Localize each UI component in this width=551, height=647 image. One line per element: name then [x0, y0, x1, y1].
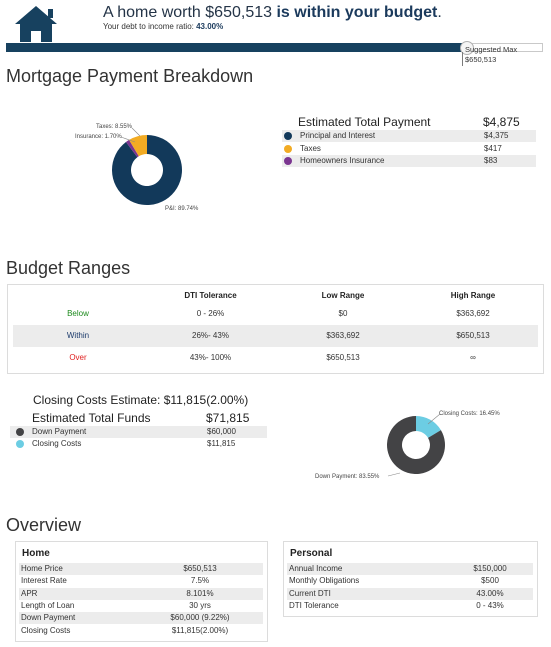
estimated-total-funds-value: $71,815 [206, 411, 250, 425]
personal-overview-title: Personal [290, 548, 333, 559]
pie-slice-pi [112, 135, 182, 205]
payment-legend-row: Taxes $417 [282, 143, 536, 155]
pie-slice-down-payment [387, 416, 445, 474]
pie-slice-insurance [125, 139, 139, 158]
insurance-swatch [284, 157, 292, 165]
overview-value: 8.101% [186, 588, 214, 598]
list-item: DTI Tolerance 0 - 43% [287, 600, 533, 612]
list-item: APR 8.101% [19, 587, 263, 600]
donut-label-taxes: Taxes: 8.55% [96, 124, 133, 130]
overview-value: 43.00% [476, 588, 504, 598]
pie-slice-closing-costs [416, 416, 441, 438]
budget-headline-emphasis: is within your budget [276, 4, 438, 21]
estimated-total-payment-value: $4,875 [483, 115, 520, 129]
funds-donut-leader-lines [387, 413, 441, 477]
payment-legend-row: Homeowners Insurance $83 [282, 155, 536, 167]
range-label-within: Within [66, 331, 90, 340]
suggested-max-label: Suggested Max $650,513 [465, 45, 518, 64]
budget-ranges-table [7, 284, 544, 374]
list-item: Down Payment $60,000 (9.22%) [19, 612, 263, 625]
range-label-below: Below [67, 309, 89, 318]
budget-slider-fill [6, 43, 466, 52]
overview-value: 0 - 43% [476, 600, 504, 610]
budget-headline: A home worth $650,513 is within your bud… [103, 4, 442, 21]
overview-value: $500 [481, 576, 499, 586]
principal-interest-swatch [284, 132, 292, 140]
donut-label-pi: P&I: 89.74% [165, 206, 199, 212]
table-row: Within 26%- 43% $363,692 $650,513 [13, 325, 538, 347]
funds-donut-chart [387, 416, 445, 474]
donut-label-down-payment: Down Payment: 83.55% [315, 474, 380, 480]
taxes-swatch [284, 145, 292, 153]
down-payment-swatch [16, 428, 24, 436]
overview-value: 7.5% [190, 576, 210, 586]
funds-legend-row: Closing Costs $11,815 [10, 438, 267, 450]
overview-value: $60,000 (9.22%) [170, 613, 230, 623]
list-item: Interest Rate 7.5% [19, 575, 263, 587]
list-item: Monthly Obligations $500 [287, 575, 533, 587]
list-item: Annual Income $150,000 [287, 563, 533, 575]
column-low-range: Low Range [321, 291, 365, 300]
list-item: Current DTI 43.00% [287, 587, 533, 600]
column-dti-tolerance: DTI Tolerance [184, 291, 237, 300]
column-high-range: High Range [450, 291, 496, 300]
overview-key: Home Price [21, 564, 63, 573]
overview-key: Length of Loan [21, 600, 75, 610]
table-row: Over 43%- 100% $650,513 ∞ [13, 347, 538, 369]
payment-donut-leader-lines [120, 127, 141, 143]
budget-slider-handle[interactable] [460, 41, 474, 55]
suggested-max-marker [462, 52, 463, 66]
dti-ratio-value: 43.00% [196, 22, 224, 31]
overview-key: Current DTI [289, 588, 331, 598]
mortgage-breakdown-title: Mortgage Payment Breakdown [6, 66, 254, 86]
donut-label-closing-costs: Closing Costs: 16.45% [439, 411, 500, 417]
budget-ranges-title: Budget Ranges [6, 258, 131, 278]
overview-key: APR [21, 588, 38, 598]
home-overview-title: Home [22, 548, 50, 559]
list-item: Home Price $650,513 [19, 563, 263, 575]
donut-label-insurance: Insurance: 1.70% [75, 134, 122, 140]
personal-overview-card [283, 541, 538, 617]
closing-costs-swatch [16, 440, 24, 448]
overview-key: Down Payment [21, 613, 76, 623]
dti-ratio-text: Your debt to income ratio: 43.00% [103, 22, 224, 31]
list-item: Closing Costs $11,815(2.00%) [19, 625, 263, 637]
overview-key: Interest Rate [21, 576, 67, 586]
list-item: Length of Loan 30 yrs [19, 600, 263, 612]
overview-value: $11,815(2.00%) [171, 625, 229, 635]
table-row: Below 0 - 26% $0 $363,692 [13, 303, 538, 325]
overview-key: Annual Income [289, 564, 343, 573]
suggested-max-value: $650,513 [465, 55, 497, 64]
estimated-total-funds-label: Estimated Total Funds [32, 411, 151, 425]
overview-key: Closing Costs [21, 625, 71, 635]
payment-legend-row: Principal and Interest $4,375 [282, 130, 536, 142]
home-overview-card [15, 541, 268, 642]
overview-key: DTI Tolerance [289, 600, 339, 610]
range-label-over: Over [69, 353, 87, 362]
payment-donut-chart [112, 135, 182, 205]
overview-title: Overview [6, 515, 82, 535]
overview-key: Monthly Obligations [289, 576, 360, 586]
overview-value: $150,000 [473, 564, 507, 573]
funds-legend-row: Down Payment $60,000 [10, 426, 267, 438]
estimated-total-payment-label: Estimated Total Payment [298, 115, 431, 129]
overview-value: $650,513 [183, 564, 217, 573]
overview-value: 30 yrs [189, 600, 211, 610]
home-icon [12, 5, 60, 43]
closing-costs-title: Closing Costs Estimate: $11,815(2.00%) [33, 393, 249, 407]
pie-slice-taxes [129, 135, 147, 157]
table-header-row: DTI Tolerance Low Range High Range [13, 285, 538, 307]
